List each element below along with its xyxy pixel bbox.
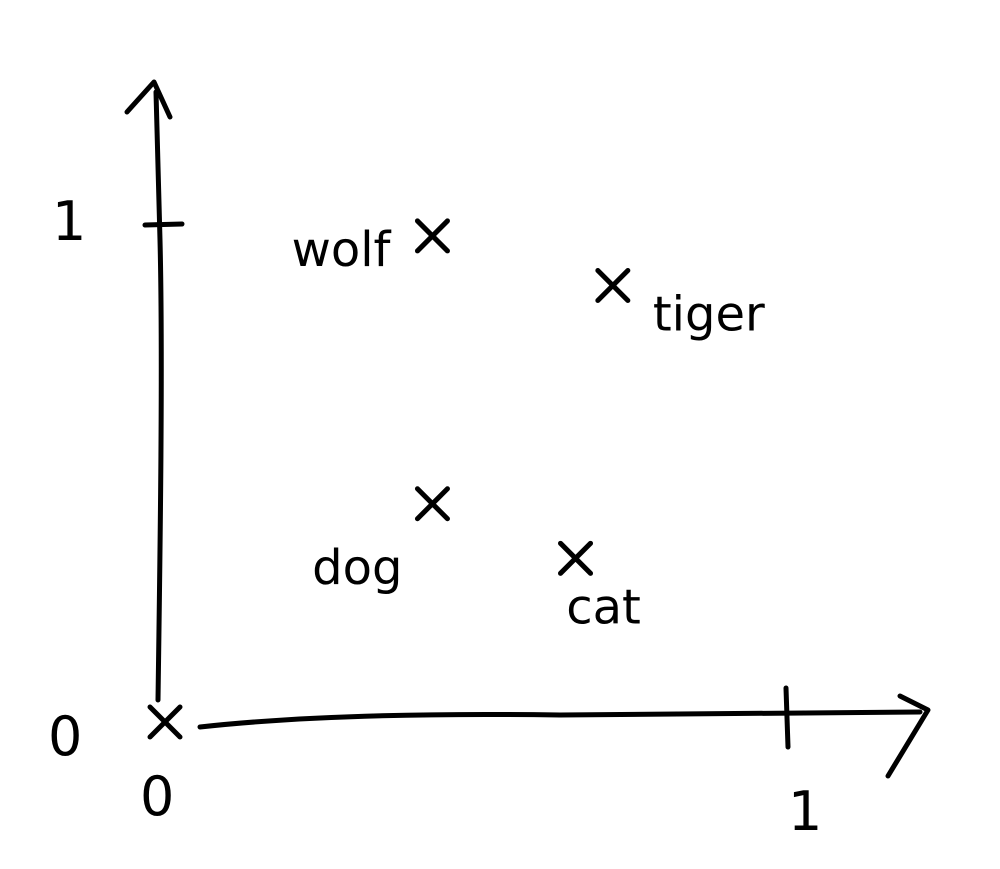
x-axis <box>197 693 931 779</box>
marker-stroke <box>147 704 183 740</box>
label-cat: cat <box>566 579 641 635</box>
point-wolf <box>414 218 450 254</box>
y-axis-arrowhead <box>124 79 173 120</box>
label-wolf: wolf <box>292 222 392 278</box>
point-cat <box>558 540 594 576</box>
y-tick-mark-1 <box>142 221 185 228</box>
y-tick-label-1: 1 <box>52 190 86 253</box>
label-dog: dog <box>312 540 402 596</box>
marker-stroke <box>595 268 631 304</box>
marker-stroke <box>414 218 450 254</box>
point-origin <box>147 704 183 740</box>
marker-stroke <box>414 486 450 522</box>
point-tiger <box>595 268 631 304</box>
y-axis <box>124 79 173 703</box>
x-axis-arrowhead <box>885 693 931 779</box>
marker-stroke <box>558 540 594 576</box>
label-tiger: tiger <box>653 287 765 343</box>
x-tick-label-0: 0 <box>140 765 174 828</box>
y-tick-label-0: 0 <box>48 705 82 768</box>
point-dog <box>414 486 450 522</box>
x-tick-mark-1 <box>783 685 791 750</box>
x-tick-label-1: 1 <box>788 780 822 843</box>
